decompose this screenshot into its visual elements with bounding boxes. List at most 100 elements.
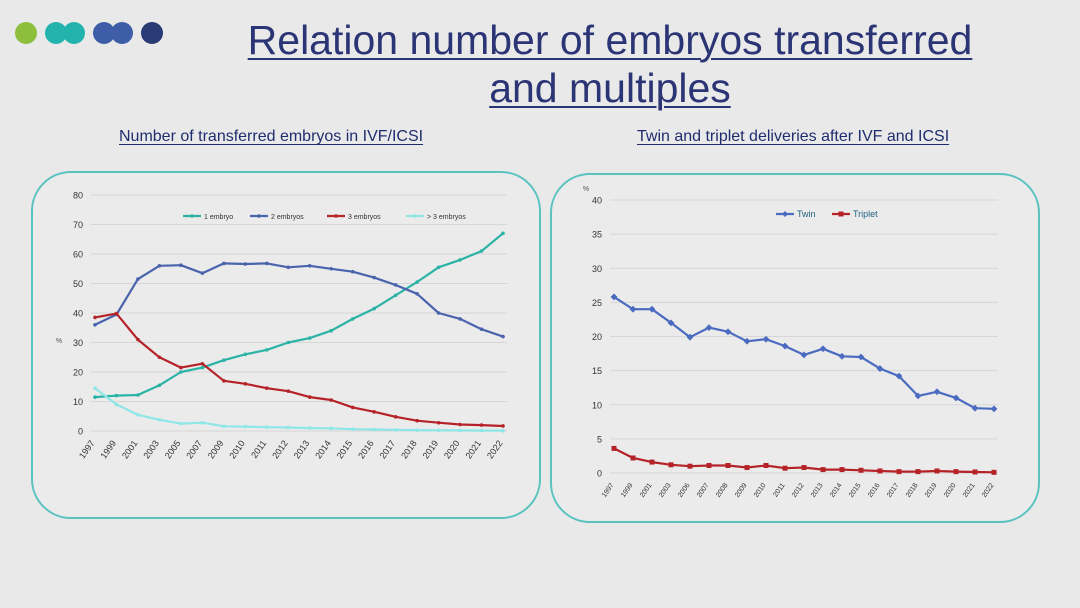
data-point — [114, 311, 119, 316]
legend-label: 2 embryos — [271, 214, 304, 221]
data-point — [724, 328, 732, 336]
data-point — [329, 426, 334, 431]
data-point — [222, 424, 226, 429]
series-line — [94, 232, 504, 399]
left-chart-subtitle: Number of transferred embryos in IVF/ICS… — [119, 128, 424, 145]
x-tick-label: 2015 — [335, 438, 355, 460]
x-tick-label: 2009 — [734, 482, 749, 499]
y-tick-label: 10 — [592, 400, 602, 410]
x-tick-label: 2010 — [227, 438, 247, 460]
data-point — [839, 467, 845, 473]
x-tick-label: 2013 — [810, 482, 825, 499]
series-line — [94, 262, 504, 338]
x-tick-label: 2022 — [485, 438, 505, 460]
data-point — [501, 428, 505, 433]
data-point — [934, 468, 940, 474]
left-chart-panel: 0 10 20 30 40 50 60 70 80% 1997 1999 2001 2003 2005 20… — [31, 171, 541, 519]
data-point — [415, 428, 419, 432]
data-point — [415, 292, 419, 296]
y-axis-label: % — [583, 186, 589, 193]
data-point — [286, 389, 291, 393]
legend-marker — [782, 211, 788, 217]
data-point — [915, 469, 921, 475]
data-point — [93, 395, 97, 399]
data-point — [876, 365, 884, 372]
right-line-chart: 0 5 10 15 20 25 30 35 40% 1997 1999 2001 2003 2006 200… — [583, 186, 998, 499]
slide-title-line1: Relation number of embryos transferred — [247, 17, 973, 63]
data-point — [668, 462, 674, 468]
data-point — [971, 404, 979, 412]
data-point — [743, 337, 751, 345]
data-point — [136, 277, 140, 281]
right-chart-panel: 0 5 10 15 20 25 30 35 40% 1997 1999 2001 2003 2006 200… — [550, 173, 1040, 523]
data-point — [307, 395, 312, 399]
x-tick-label: 2007 — [696, 482, 711, 499]
data-point — [479, 327, 484, 332]
data-point — [858, 467, 864, 473]
legend-marker — [257, 214, 261, 218]
data-point — [307, 426, 312, 430]
dot-teal-2 — [63, 22, 85, 44]
data-point — [286, 340, 291, 345]
data-point — [222, 358, 226, 362]
x-tick-label: 2019 — [924, 482, 939, 499]
x-tick-label: 2009 — [206, 438, 226, 460]
data-point — [479, 428, 484, 433]
data-point — [972, 469, 978, 475]
data-point — [200, 271, 205, 275]
data-point — [329, 328, 334, 333]
data-point — [952, 394, 960, 402]
data-point — [415, 280, 419, 284]
data-point — [200, 365, 205, 370]
data-point — [458, 258, 462, 262]
y-tick-label: 25 — [592, 298, 602, 308]
data-point — [479, 249, 484, 253]
x-tick-label: 2011 — [249, 438, 268, 460]
y-tick-label: 0 — [78, 427, 83, 437]
data-point — [136, 412, 140, 417]
legend-label: 1 embryo — [204, 214, 233, 221]
data-point — [264, 261, 269, 266]
x-tick-label: 2021 — [463, 438, 483, 460]
data-point — [179, 370, 183, 374]
data-point — [179, 263, 183, 268]
data-point — [415, 418, 419, 423]
data-point — [93, 315, 97, 320]
data-point — [990, 405, 998, 413]
data-point — [200, 361, 205, 366]
data-point — [896, 469, 902, 475]
data-point — [648, 305, 656, 313]
y-tick-label: 50 — [73, 279, 83, 289]
data-point — [501, 231, 505, 236]
data-point — [393, 428, 398, 432]
data-point — [93, 323, 97, 327]
data-point — [286, 265, 291, 270]
x-tick-label: 2007 — [184, 438, 204, 460]
data-point — [157, 264, 162, 268]
x-tick-label: 2003 — [141, 438, 161, 460]
x-tick-label: 2008 — [715, 482, 730, 499]
data-point — [801, 465, 807, 471]
data-point — [501, 334, 505, 339]
x-tick-label: 2015 — [848, 482, 863, 499]
x-tick-label: 2003 — [658, 482, 673, 499]
dot-blue-2 — [111, 22, 133, 44]
data-point — [781, 342, 789, 350]
x-tick-label: 1999 — [98, 438, 118, 460]
x-tick-label: 2001 — [639, 482, 654, 499]
data-point — [114, 402, 119, 407]
x-tick-label: 1997 — [77, 438, 97, 460]
data-point — [307, 264, 312, 268]
y-axis-label: % — [56, 338, 62, 345]
y-tick-label: 5 — [597, 434, 602, 444]
dot-navy — [141, 22, 163, 44]
data-point — [725, 462, 731, 468]
data-point — [264, 348, 269, 352]
y-tick-label: 70 — [73, 220, 83, 230]
data-point — [136, 393, 140, 397]
data-point — [630, 455, 636, 461]
data-point — [179, 365, 183, 370]
data-point — [329, 398, 334, 402]
data-point — [222, 261, 226, 266]
